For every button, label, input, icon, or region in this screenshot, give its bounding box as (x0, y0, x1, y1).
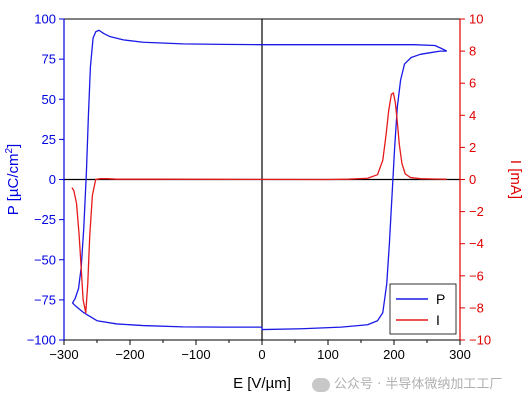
y-right-tick-label: −8 (469, 300, 484, 315)
x-tick-label: 300 (449, 347, 471, 362)
y-right-tick-label: 6 (469, 76, 476, 91)
legend-box (389, 283, 457, 335)
y-right-tick-label: −10 (469, 333, 491, 348)
x-axis-title: E [V/µm] (233, 375, 291, 392)
y-right-tick-label: 10 (469, 12, 483, 27)
y-left-tick-label: 75 (42, 52, 56, 67)
y-right-tick-label: 8 (469, 44, 476, 59)
watermark: 公众号 · 半导体微纳加工工厂 (312, 373, 502, 392)
y-left-tick-label: 100 (34, 12, 56, 27)
y-right-tick-label: 4 (469, 108, 476, 123)
series-line-P (71, 29, 448, 331)
y-right-tick-label: 0 (469, 172, 476, 187)
x-tick-label: −100 (181, 347, 210, 362)
y-right-tick-label: −6 (469, 268, 484, 283)
y-right-tick-label: 2 (469, 140, 476, 155)
y-right-tick-label: −4 (469, 236, 484, 251)
y-left-axis-title: P [µC/cm2] (4, 144, 22, 215)
watermark-text: 公众号 · 半导体微纳加工工厂 (334, 377, 503, 392)
y-left-tick-label: −75 (34, 292, 56, 307)
x-tick-label: 100 (317, 347, 339, 362)
y-left-tick-label: −50 (34, 252, 56, 267)
series-line-I (71, 92, 447, 314)
legend-label-P: P (436, 291, 445, 307)
x-tick-label: 0 (258, 347, 265, 362)
y-right-axis-title: I [mA] (507, 160, 524, 199)
y-left-tick-label: 50 (42, 92, 56, 107)
y-left-tick-label: 25 (42, 132, 56, 147)
y-right-tick-label: −2 (469, 204, 484, 219)
x-tick-label: −200 (115, 347, 144, 362)
x-tick-label: −300 (49, 347, 78, 362)
wechat-icon (312, 377, 330, 392)
y-left-tick-label: −25 (34, 212, 56, 227)
y-left-tick-label: −100 (27, 333, 56, 348)
legend-label-I: I (436, 312, 440, 328)
y-left-tick-label: 0 (49, 172, 56, 187)
x-tick-label: 200 (383, 347, 405, 362)
